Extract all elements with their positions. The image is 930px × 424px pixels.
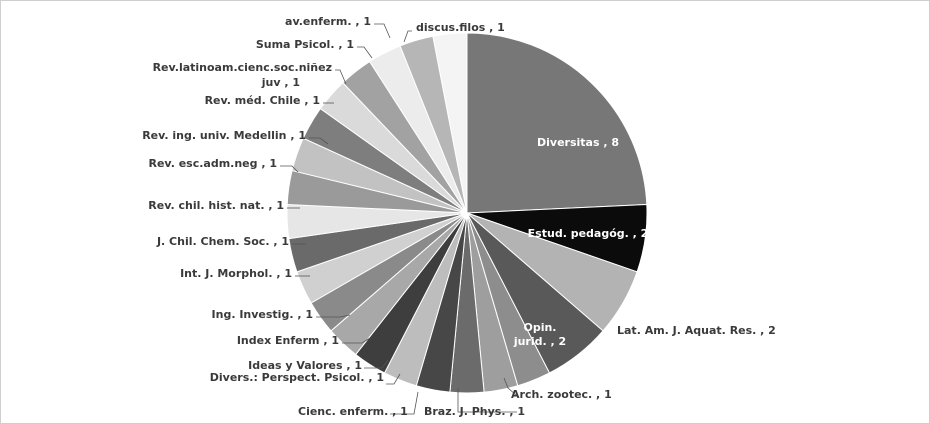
slice-labels: Diversitas , 8 Estud. pedagóg. , 2 Lat. Am… xyxy=(142,15,776,418)
leader-line xyxy=(316,314,351,318)
pie-slice xyxy=(466,32,648,214)
leader-line xyxy=(503,377,517,396)
slice-label: Rev.latinoam.cienc.soc.niñez juv , 1 xyxy=(153,61,332,89)
slice-label: Divers.: Perspect. Psicol. , 1 xyxy=(210,371,384,384)
slice-label: Ideas y Valores , 1 xyxy=(248,359,362,372)
slice-label: Arch. zootec. , 1 xyxy=(511,388,612,401)
leader-line xyxy=(357,46,373,59)
slice-label: Suma Psicol. , 1 xyxy=(256,38,354,51)
leader-line xyxy=(309,137,329,145)
leader-line xyxy=(403,30,412,43)
leader-line xyxy=(335,69,347,85)
leader-line xyxy=(364,359,389,369)
slice-label: Estud. pedagóg. , 2 xyxy=(528,227,649,240)
slice-label: J. Chil. Chem. Soc. , 1 xyxy=(156,235,289,248)
slice-label: Diversitas , 8 xyxy=(537,136,619,149)
slice-label: Rev. ing. univ. Medellin , 1 xyxy=(142,129,306,142)
slice-label: Index Enferm , 1 xyxy=(237,334,339,347)
slice-label: Braz. J. Phys. , 1 xyxy=(424,405,525,418)
slice-label: Rev. chil. hist. nat. , 1 xyxy=(148,199,284,212)
leader-line xyxy=(280,165,299,173)
slice-label: Rev. esc.adm.neg , 1 xyxy=(148,157,277,170)
leader-lines xyxy=(280,23,517,415)
slice-label: Cienc. enferm. , 1 xyxy=(298,405,408,418)
leader-line xyxy=(342,337,371,344)
slice-label: av.enferm. , 1 xyxy=(285,15,371,28)
leader-line xyxy=(457,388,517,413)
slice-label: discus.filos , 1 xyxy=(416,21,505,34)
slice-label: Opin. jurid. , 2 xyxy=(513,321,566,348)
slice-label: Int. J. Morphol. , 1 xyxy=(180,267,292,280)
pie-slice xyxy=(432,32,468,214)
leader-line xyxy=(386,373,401,385)
pie-slices xyxy=(286,32,648,394)
leader-line xyxy=(374,23,391,39)
slice-label: Rev. méd. Chile , 1 xyxy=(205,94,320,107)
slice-label: Lat. Am. J. Aquat. Res. , 2 xyxy=(617,324,776,337)
slice-label: Ing. Investig. , 1 xyxy=(212,308,313,321)
leader-line xyxy=(390,391,419,415)
